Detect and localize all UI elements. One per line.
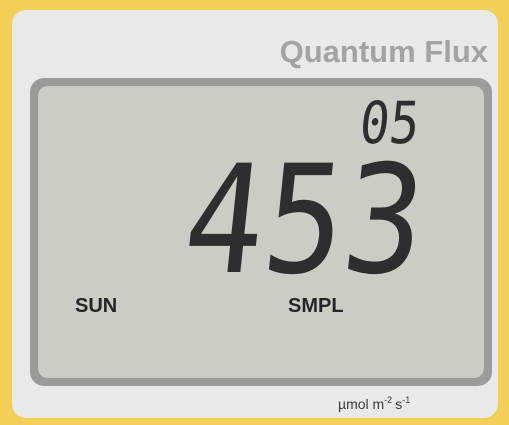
units-mid: s: [395, 396, 402, 412]
units-exp: -1: [402, 395, 410, 405]
mode-label: SUN: [75, 295, 117, 317]
status-label: SMPL: [288, 295, 344, 317]
units-exp: -2: [384, 395, 392, 405]
units-base: µmol m: [338, 396, 384, 412]
reading: 453: [176, 133, 433, 308]
units-label: µmol m-2 s-1: [338, 395, 410, 412]
sample-number: 05: [357, 89, 423, 157]
lcd-screen: [38, 86, 484, 378]
brand-label: Quantum Flux: [280, 34, 489, 69]
